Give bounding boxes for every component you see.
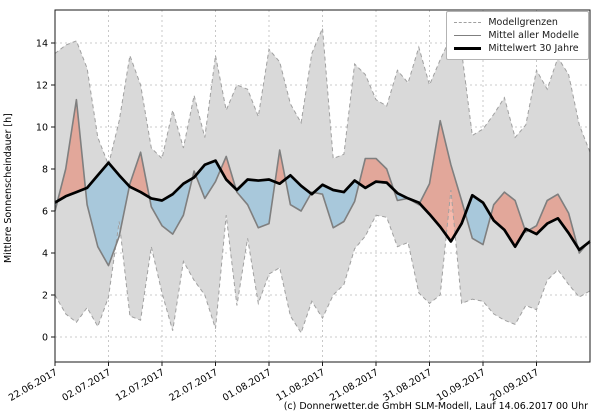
chart-legend: Modellgrenzen Mittel aller Modelle Mitte… — [446, 11, 589, 60]
x-tick-labels: 22.06.2017 02.07.2017 12.07.2017 22.07.2017… — [7, 367, 541, 404]
svg-text:31.08.2017: 31.08.2017 — [381, 367, 434, 404]
svg-text:10: 10 — [36, 123, 48, 134]
model-range-min-line — [54, 189, 591, 334]
svg-text:22.06.2017: 22.06.2017 — [7, 367, 60, 404]
dashed-gray-line-icon — [454, 22, 482, 23]
copyright-caption: (c) Donnerwetter.de GmbH SLM-Modell, Lau… — [283, 401, 588, 412]
svg-text:20.09.2017: 20.09.2017 — [488, 367, 541, 404]
svg-text:12.07.2017: 12.07.2017 — [114, 367, 167, 404]
svg-text:01.08.2017: 01.08.2017 — [221, 367, 274, 404]
svg-text:2: 2 — [42, 291, 48, 302]
svg-text:4: 4 — [42, 249, 48, 260]
y-axis-label: Mittlere Sonnenscheindauer [h] — [3, 113, 14, 263]
legend-item-modellgrenzen: Modellgrenzen — [454, 16, 579, 29]
above-normal-fill — [57, 99, 591, 248]
legend-item-mittelwert-30-jahre: Mittelwert 30 Jahre — [454, 42, 579, 55]
legend-label: Modellgrenzen — [488, 17, 558, 28]
svg-text:21.08.2017: 21.08.2017 — [328, 367, 381, 404]
y-tick-labels: 0 2 4 6 8 10 12 14 — [36, 39, 48, 344]
model-mean-line — [54, 98, 591, 267]
model-range-max-line — [54, 28, 591, 167]
mean-30yr-line — [54, 159, 591, 252]
svg-text:11.08.2017: 11.08.2017 — [274, 367, 327, 404]
svg-text:02.07.2017: 02.07.2017 — [60, 367, 113, 404]
svg-text:14: 14 — [36, 39, 48, 50]
model-range-band — [55, 28, 590, 333]
legend-label: Mittelwert 30 Jahre — [488, 43, 579, 54]
thick-black-line-icon — [454, 47, 482, 50]
svg-text:0: 0 — [42, 333, 48, 344]
svg-text:10.09.2017: 10.09.2017 — [435, 367, 488, 404]
legend-item-mittel-aller-modelle: Mittel aller Modelle — [454, 29, 579, 42]
svg-text:6: 6 — [42, 207, 48, 218]
svg-text:12: 12 — [36, 81, 48, 92]
legend-label: Mittel aller Modelle — [488, 30, 579, 41]
svg-text:22.07.2017: 22.07.2017 — [167, 367, 220, 404]
below-normal-fill — [55, 160, 588, 266]
axis-ticks — [51, 42, 537, 366]
solid-gray-line-icon — [454, 35, 482, 36]
svg-text:8: 8 — [42, 165, 48, 176]
